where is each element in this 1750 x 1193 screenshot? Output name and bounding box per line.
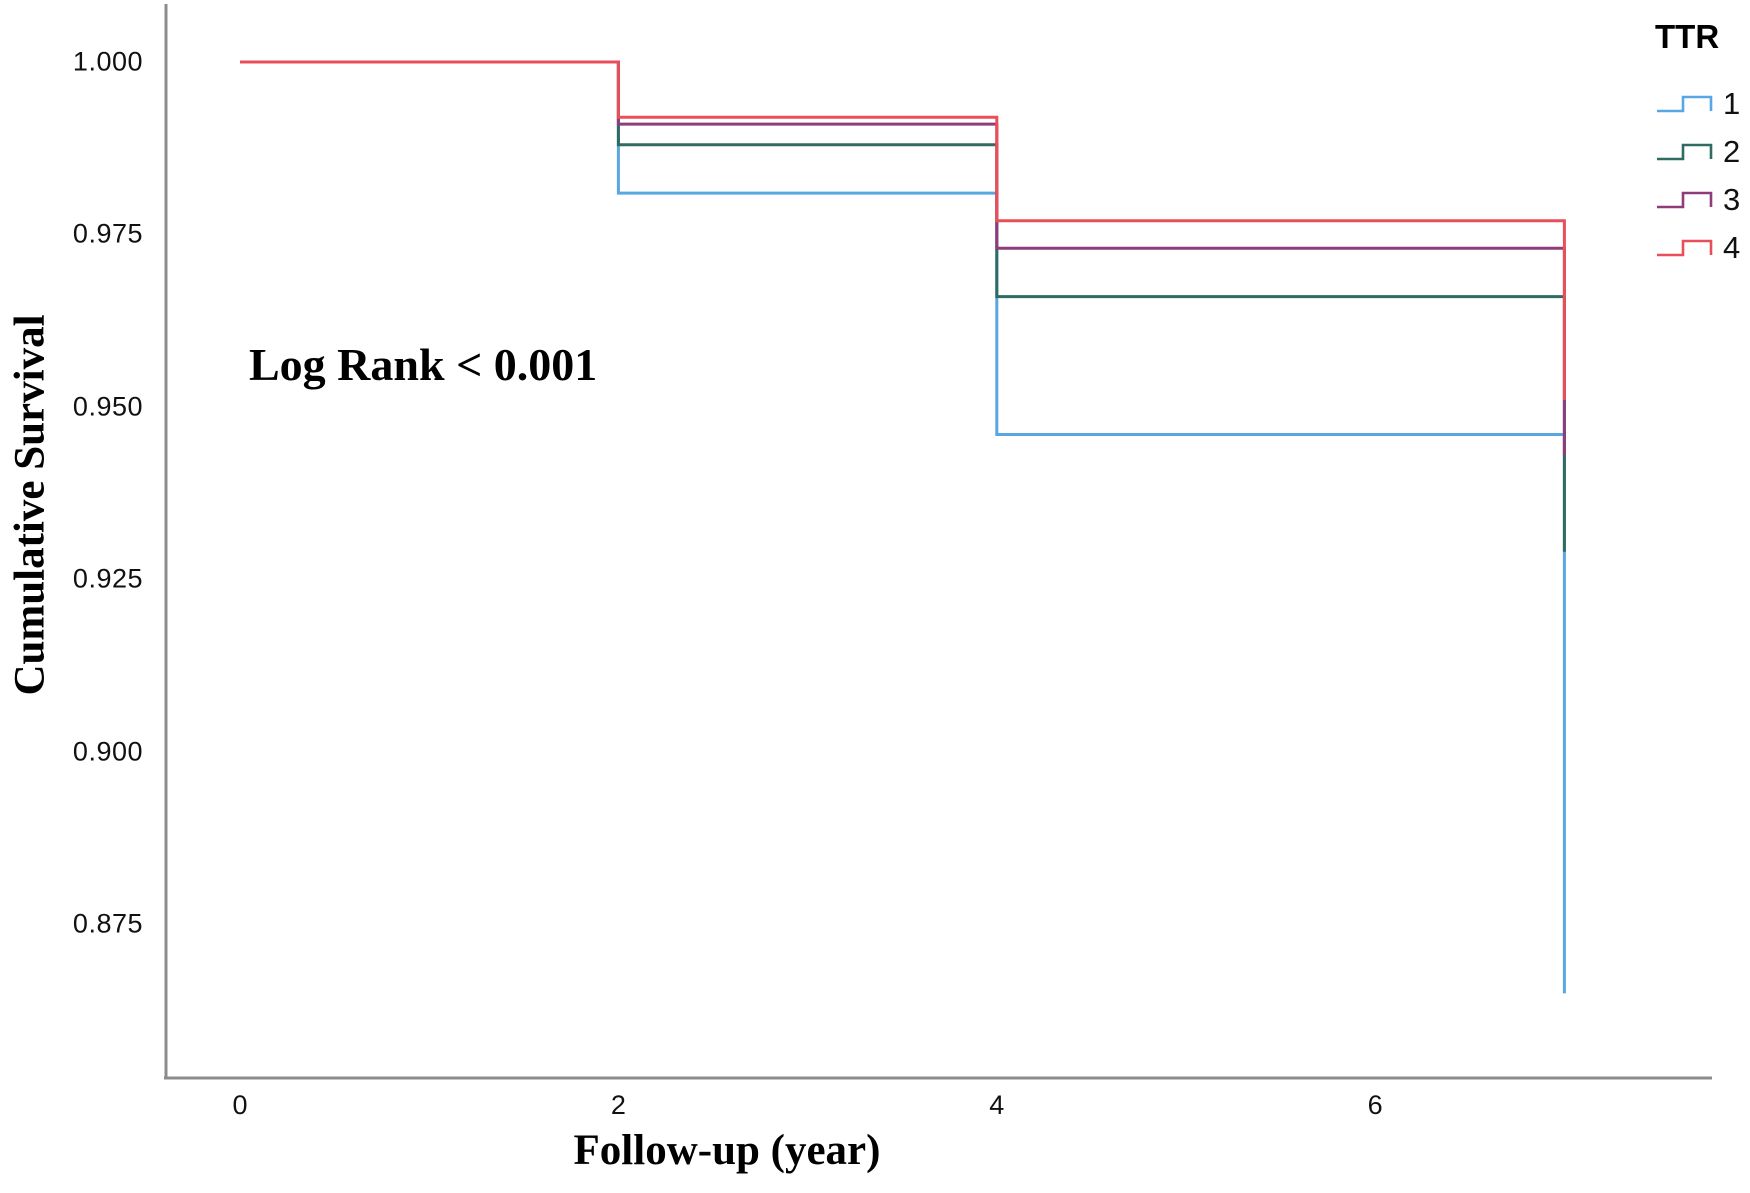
survival-curve-ttr-1 [240, 60, 1566, 994]
x-tick-label-6: 6 [1367, 1090, 1383, 1120]
y-axis-title: Cumulative Survival [6, 314, 54, 696]
y-tick-label-1.000: 1.000 [72, 46, 143, 77]
legend-step-icon [1657, 191, 1713, 209]
x-tick-label-0: 0 [232, 1090, 248, 1120]
legend-items: 1 2 3 4 [1655, 80, 1740, 272]
survival-curve-ttr-3 [240, 60, 1566, 456]
legend-step-icon [1657, 95, 1713, 113]
log-rank-annotation: Log Rank < 0.001 [249, 339, 598, 390]
legend-step-icon [1657, 239, 1713, 257]
legend-item-ttr-2: 2 [1655, 128, 1740, 176]
legend-label: 2 [1723, 134, 1741, 169]
legend-label: 4 [1723, 230, 1741, 265]
legend-step-icon [1657, 143, 1713, 161]
legend-item-ttr-1: 1 [1655, 80, 1740, 128]
survival-curve-ttr-4 [240, 60, 1566, 401]
legend-label: 3 [1723, 182, 1741, 217]
x-tick-label-2: 2 [610, 1090, 626, 1120]
legend: TTR 1 2 3 4 [1655, 18, 1740, 272]
y-tick-label-0.900: 0.900 [72, 736, 143, 767]
x-tick-label-4: 4 [989, 1090, 1005, 1120]
y-tick-label-0.975: 0.975 [72, 218, 143, 249]
y-tick-label-0.875: 0.875 [72, 908, 143, 939]
y-tick-label-0.950: 0.950 [72, 391, 143, 422]
legend-item-ttr-4: 4 [1655, 224, 1740, 272]
legend-title: TTR [1655, 18, 1720, 55]
survival-curve-ttr-2 [240, 60, 1566, 552]
x-axis-title: Follow-up (year) [573, 1127, 881, 1174]
y-tick-label-0.925: 0.925 [72, 563, 143, 594]
legend-label: 1 [1723, 86, 1741, 121]
legend-item-ttr-3: 3 [1655, 176, 1740, 224]
